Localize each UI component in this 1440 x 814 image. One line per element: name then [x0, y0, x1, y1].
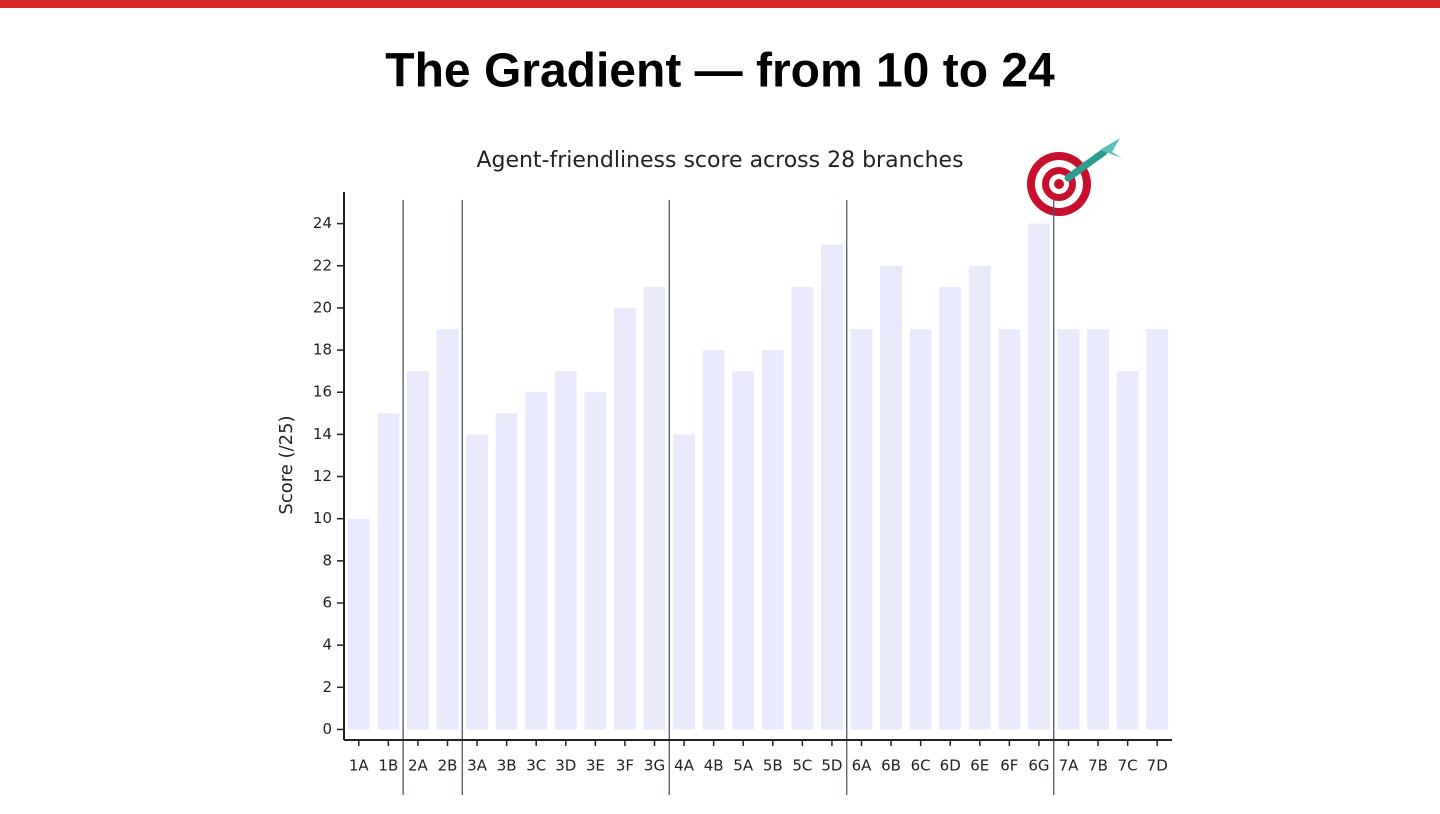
y-tick-label: 22: [313, 256, 332, 274]
y-axis-label: Score (/25): [276, 415, 297, 514]
bar: [673, 434, 696, 730]
x-tick-label: 6G: [1028, 757, 1049, 775]
target-icon: [1027, 138, 1122, 216]
bar: [880, 265, 903, 730]
bar: [584, 392, 607, 730]
x-tick-label: 6E: [970, 757, 989, 775]
bar: [761, 350, 784, 730]
x-tick-label: 6C: [911, 757, 931, 775]
y-tick-label: 18: [313, 341, 332, 359]
bar: [406, 371, 429, 730]
x-tick-label: 2A: [408, 757, 429, 775]
bar: [702, 350, 725, 730]
x-tick-label: 6A: [852, 757, 873, 775]
bar: [377, 413, 400, 730]
x-tick-label: 1A: [349, 757, 370, 775]
bar: [643, 286, 666, 730]
x-tick-label: 5B: [763, 757, 783, 775]
x-tick-label: 6F: [1000, 757, 1018, 775]
x-tick-label: 7A: [1059, 757, 1080, 775]
y-tick-label: 24: [313, 214, 332, 232]
bar: [613, 307, 636, 730]
bar: [998, 329, 1021, 730]
x-tick-label: 1B: [378, 757, 398, 775]
bar: [525, 392, 548, 730]
x-tick-label: 5C: [792, 757, 812, 775]
y-tick-label: 16: [313, 383, 332, 401]
bar: [466, 434, 489, 730]
bar: [732, 371, 755, 730]
bar: [820, 244, 843, 730]
x-tick-label: 7B: [1088, 757, 1108, 775]
bar: [850, 329, 873, 730]
x-tick-label: 5D: [821, 757, 842, 775]
y-tick-label: 10: [313, 509, 332, 527]
bar: [1146, 329, 1169, 730]
y-tick-label: 4: [322, 636, 332, 654]
bar: [939, 286, 962, 730]
bar: [909, 329, 932, 730]
x-tick-label: 6D: [940, 757, 961, 775]
x-tick-label: 2B: [438, 757, 458, 775]
page-title: The Gradient — from 10 to 24: [385, 45, 1055, 98]
x-tick-label: 6B: [881, 757, 901, 775]
y-tick-label: 20: [313, 298, 332, 316]
x-tick-label: 3B: [497, 757, 517, 775]
x-tick-label: 3D: [555, 757, 576, 775]
bar: [554, 371, 577, 730]
x-tick-label: 3A: [467, 757, 488, 775]
bar: [1027, 223, 1050, 730]
x-tick-label: 3E: [586, 757, 605, 775]
x-tick-label: 3F: [616, 757, 634, 775]
y-tick-label: 2: [322, 678, 332, 696]
bar: [1087, 329, 1110, 730]
x-tick-label: 4B: [704, 757, 724, 775]
y-tick-label: 8: [322, 551, 332, 569]
bar: [1057, 329, 1080, 730]
bar: [495, 413, 518, 730]
bar: [347, 518, 370, 730]
x-tick-label: 3C: [526, 757, 546, 775]
x-tick-label: 7D: [1147, 757, 1168, 775]
x-tick-label: 3G: [644, 757, 665, 775]
x-tick-label: 5A: [733, 757, 754, 775]
y-tick-label: 0: [322, 720, 332, 738]
y-tick-label: 6: [322, 594, 332, 612]
x-tick-label: 4A: [674, 757, 695, 775]
x-tick-label: 7C: [1118, 757, 1138, 775]
chart-title: Agent-friendliness score across 28 branc…: [476, 148, 963, 173]
bar: [791, 286, 814, 730]
top-bar: [0, 0, 1440, 8]
bar: [968, 265, 991, 730]
bar: [436, 329, 459, 730]
bar: [1116, 371, 1139, 730]
y-tick-label: 12: [313, 467, 332, 485]
y-tick-label: 14: [313, 425, 332, 443]
